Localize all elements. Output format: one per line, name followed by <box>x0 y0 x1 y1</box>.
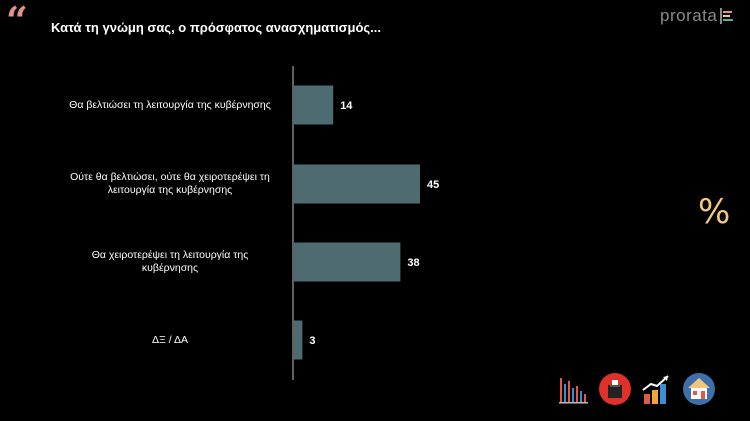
ballot-box-icon <box>599 373 631 405</box>
data-label: 45 <box>427 179 439 191</box>
category-label-line: Ούτε θα βελτιώσει, ούτε θα χειροτερέψει … <box>70 171 270 183</box>
bar <box>294 320 303 360</box>
data-label: 14 <box>340 100 353 112</box>
data-label: 38 <box>407 257 419 269</box>
data-label: 3 <box>309 335 315 347</box>
logo-bars-icon <box>720 8 734 24</box>
bar <box>294 164 420 204</box>
chart-title: Κατά τη γνώμη σας, ο πρόσφατος ανασχηματ… <box>51 20 381 35</box>
category-label-line: Θα βελτιώσει τη λειτουργία της κυβέρνηση… <box>69 98 271 111</box>
category-label-line: κυβέρνησης <box>141 262 199 274</box>
growth-chart-icon <box>642 375 669 404</box>
quote-mark-icon: “ <box>6 0 28 43</box>
category-label: Ούτε θα βελτιώσει, ούτε θα χειροτερέψει … <box>55 171 285 197</box>
logo-text: prorata <box>660 6 718 25</box>
category-label-line: ΔΞ / ΔΑ <box>151 333 189 346</box>
footer-icons <box>556 372 716 406</box>
prorata-logo: prorata <box>660 6 734 26</box>
category-label: Θα χειροτερέψει τη λειτουργία της κυβέρνη… <box>55 249 285 275</box>
category-label-line: λειτουργία της κυβέρνησης <box>107 184 233 196</box>
bar-chart-icon <box>559 378 588 404</box>
house-icon <box>683 373 715 405</box>
category-label: Θα βελτιώσει τη λειτουργία της κυβέρνηση… <box>55 99 285 112</box>
category-label: ΔΞ / ΔΑ <box>55 334 285 347</box>
category-label-line: Θα χειροτερέψει τη λειτουργία της <box>91 249 249 261</box>
bar <box>294 242 401 282</box>
bar <box>294 85 334 125</box>
percent-icon: % <box>698 192 731 232</box>
